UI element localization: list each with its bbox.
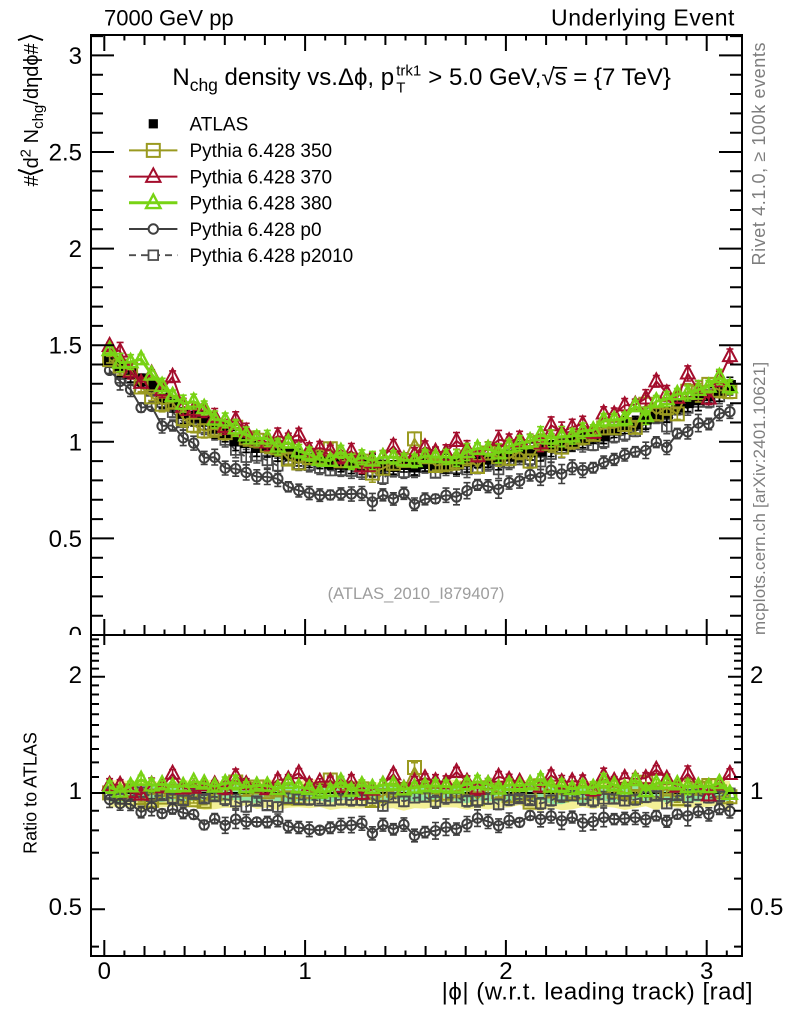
svg-text:Pythia 6.428 350: Pythia 6.428 350 [190, 141, 333, 162]
svg-text:ATLAS: ATLAS [190, 115, 249, 136]
svg-text:s: s [555, 64, 567, 91]
svg-text:2: 2 [750, 662, 763, 689]
svg-text:|ϕ| (w.r.t. leading track) [ra: |ϕ| (w.r.t. leading track) [rad] [442, 979, 753, 1006]
svg-text:√: √ [542, 64, 556, 91]
svg-text:1: 1 [750, 778, 763, 805]
svg-text:/dηdϕ#: /dηdϕ# [21, 42, 43, 104]
svg-text:0: 0 [98, 958, 111, 985]
svg-text:2: 2 [499, 958, 512, 985]
svg-text:Ratio to ATLAS: Ratio to ATLAS [21, 732, 41, 854]
svg-text:= {7 TeV}: = {7 TeV} [567, 64, 671, 91]
svg-text:2: 2 [69, 662, 82, 689]
svg-text:2: 2 [18, 149, 35, 157]
svg-text:N: N [172, 64, 189, 91]
svg-text:1: 1 [69, 778, 82, 805]
svg-text:#: # [21, 175, 43, 187]
svg-text:> 5.0 GeV,: > 5.0 GeV, [422, 64, 542, 91]
svg-text:0: 0 [69, 623, 82, 650]
svg-text:mcplots.cern.ch [arXiv:2401.10: mcplots.cern.ch [arXiv:2401.10621] [750, 362, 769, 635]
svg-text:trk1: trk1 [396, 63, 421, 80]
svg-text:density vs.Δϕ, p: density vs.Δϕ, p [218, 64, 394, 91]
svg-text:7000 GeV pp: 7000 GeV pp [104, 6, 234, 31]
svg-text:2.5: 2.5 [49, 140, 82, 167]
svg-text:Underlying Event: Underlying Event [551, 5, 735, 31]
svg-text:Pythia 6.428 380: Pythia 6.428 380 [190, 194, 333, 215]
svg-text:Pythia 6.428 p0: Pythia 6.428 p0 [190, 220, 322, 241]
svg-text:1: 1 [69, 429, 82, 456]
svg-text:d: d [21, 157, 43, 168]
svg-text:1.5: 1.5 [49, 333, 82, 360]
svg-text:0.5: 0.5 [49, 894, 82, 921]
svg-text:T: T [396, 80, 405, 97]
svg-text:0.5: 0.5 [750, 894, 783, 921]
svg-text:3: 3 [700, 958, 713, 985]
svg-text:Pythia 6.428 p2010: Pythia 6.428 p2010 [190, 246, 354, 267]
svg-text:1: 1 [298, 958, 311, 985]
svg-text:2: 2 [69, 236, 82, 263]
svg-text:chg: chg [30, 105, 47, 129]
svg-text:chg: chg [190, 75, 218, 95]
svg-text:3: 3 [69, 43, 82, 70]
svg-text:Pythia 6.428 370: Pythia 6.428 370 [190, 167, 333, 188]
svg-text:0.5: 0.5 [49, 526, 82, 553]
svg-text:(ATLAS_2010_I879407): (ATLAS_2010_I879407) [328, 585, 505, 603]
svg-text:Rivet 4.1.0, ≥ 100k events: Rivet 4.1.0, ≥ 100k events [749, 42, 769, 266]
svg-text:N: N [21, 129, 43, 149]
